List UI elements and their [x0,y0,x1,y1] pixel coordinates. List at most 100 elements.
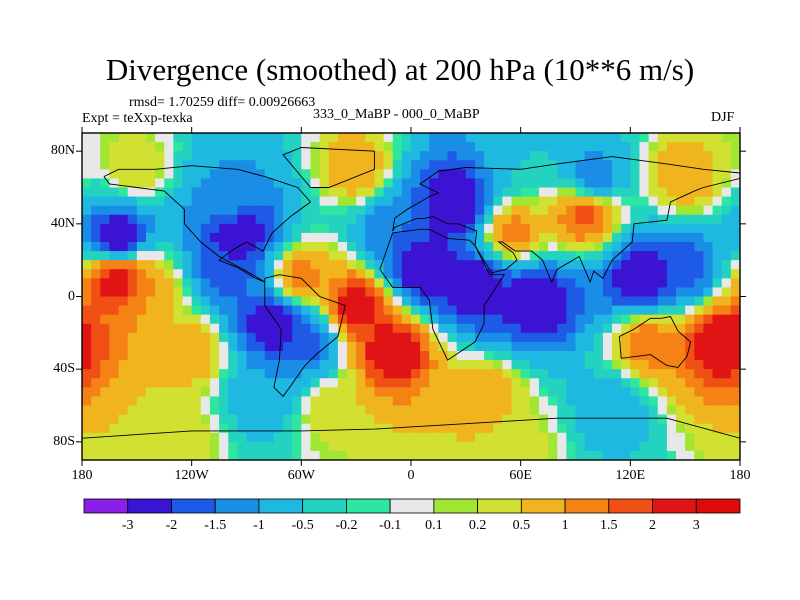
field-cell [283,178,293,189]
field-cell [630,214,641,225]
field-cell [319,223,330,234]
field-cell [621,169,631,180]
field-cell [703,351,714,361]
field-cell [209,133,220,143]
field-cell [127,432,138,443]
field-cell [292,242,302,252]
field-cell [310,450,321,460]
field-cell [200,196,211,207]
field-cell [136,450,147,460]
field-cell [383,133,394,143]
field-cell [520,341,531,352]
field-cell [538,396,549,407]
field-cell [639,133,650,143]
field-cell [529,450,540,460]
field-cell [557,405,567,416]
field-cell [730,341,740,352]
field-cell [657,360,668,370]
field-cell [219,287,229,298]
coastline [392,156,740,284]
field-cell [456,360,467,370]
field-cell [145,387,156,398]
field-cell [657,314,668,325]
field-cell [712,341,723,352]
field-cell [246,450,257,460]
field-cell [511,405,522,416]
field-cell [237,232,248,243]
field-cell [630,387,641,398]
field-cell [155,351,165,361]
field-cell [520,133,531,143]
field-cell [292,314,302,325]
field-cell [484,278,494,289]
field-cell [712,450,723,460]
field-cell [383,351,394,361]
field-cell [401,378,412,388]
field-cell [694,133,705,143]
field-cell [730,269,740,279]
field-cell [337,160,348,170]
field-cell [493,287,503,298]
chart-title: Divergence (smoothed) at 200 hPa (10**6 … [105,52,695,87]
field-cell [676,450,686,460]
field-cell [246,232,257,243]
field-cell [118,351,129,361]
field-cell [584,296,595,307]
field-cell [383,296,394,307]
coastline [103,165,312,283]
field-cell [584,178,595,189]
colorbar-label: -0.5 [291,518,314,533]
field-cell [612,242,622,252]
field-cell [648,160,659,170]
field-cell [118,405,129,416]
field-cell [703,360,714,370]
field-cell [456,196,467,207]
field-cell [447,441,458,452]
field-cell [712,323,723,334]
field-cell [164,332,174,343]
field-cell [264,205,275,216]
field-cell [685,332,695,343]
field-cell [593,242,604,252]
field-cell [200,278,211,289]
field-cell [264,432,275,443]
field-cell [411,187,421,198]
field-cell [502,432,513,443]
field-cell [557,423,567,434]
field-cell [82,242,92,252]
field-cell [493,269,503,279]
field-cell [219,360,229,370]
field-cell [319,314,330,325]
field-cell [602,441,613,452]
field-cell [118,378,129,388]
field-cell [520,441,531,452]
field-cell [666,305,677,316]
field-cell [255,196,266,207]
field-cell [657,287,668,298]
field-cell [685,323,695,334]
field-cell [648,196,659,207]
field-cell [173,378,184,388]
field-cell [447,260,458,270]
field-cell [246,223,257,234]
field-cell [639,142,650,152]
field-cell [484,432,494,443]
field-cell [301,232,312,243]
field-cell [392,269,403,279]
field-cell [520,450,531,460]
field-cell [337,332,348,343]
field-cell [136,278,147,289]
field-cell [630,296,641,307]
field-cell [310,242,321,252]
field-cell [273,432,284,443]
field-cell [109,314,120,325]
field-cell [118,142,129,152]
field-cell [182,432,193,443]
field-cell [264,278,275,289]
field-cell [465,332,476,343]
field-cell [575,178,586,189]
field-cell [136,341,147,352]
field-cell [484,414,494,425]
field-cell [155,260,165,270]
field-cell [164,414,174,425]
